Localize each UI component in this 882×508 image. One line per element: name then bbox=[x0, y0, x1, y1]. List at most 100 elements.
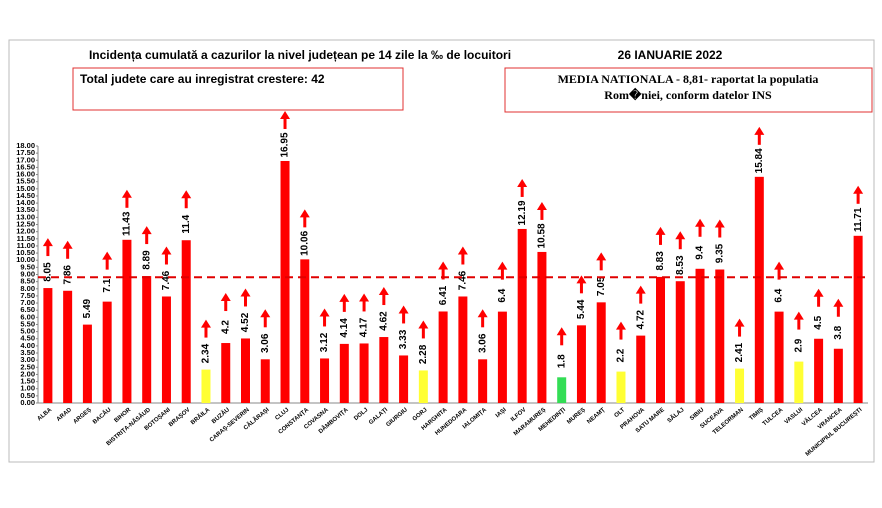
y-tick-label: 0.50 bbox=[20, 391, 35, 400]
value-label: 8.83 bbox=[655, 251, 666, 271]
value-label: 11.43 bbox=[122, 211, 133, 236]
y-tick-label: 5.00 bbox=[20, 327, 35, 336]
y-tick-label: 9.50 bbox=[20, 262, 35, 271]
y-tick-label: 9.00 bbox=[20, 269, 35, 278]
arrow-head bbox=[754, 126, 765, 135]
y-tick-label: 11.50 bbox=[17, 234, 35, 243]
value-label: 6.4 bbox=[497, 288, 508, 302]
y-tick-label: 1.50 bbox=[20, 377, 35, 386]
y-tick-label: 6.50 bbox=[20, 305, 35, 314]
value-label: 3.33 bbox=[398, 329, 409, 349]
value-label: 4.17 bbox=[359, 317, 370, 337]
arrow-head bbox=[556, 327, 567, 336]
y-tick-label: 12.00 bbox=[16, 227, 35, 236]
value-label: 9.4 bbox=[695, 245, 706, 259]
y-tick-label: 10.00 bbox=[16, 255, 35, 264]
arrow-head bbox=[339, 293, 350, 302]
arrow-head bbox=[260, 309, 271, 318]
y-tick-label: 12.50 bbox=[16, 220, 35, 229]
bar bbox=[221, 343, 231, 403]
value-label: 4.2 bbox=[220, 320, 231, 334]
bar bbox=[497, 311, 507, 403]
value-label: 8.05 bbox=[43, 262, 54, 282]
arrow-head bbox=[695, 218, 706, 227]
arrow-head bbox=[576, 275, 587, 284]
y-tick-label: 8.50 bbox=[20, 277, 35, 286]
y-tick-label: 3.50 bbox=[20, 348, 35, 357]
y-tick-label: 17.00 bbox=[16, 155, 35, 164]
arrow-head bbox=[596, 252, 607, 261]
y-tick-label: 2.50 bbox=[20, 362, 35, 371]
y-tick-label: 5.50 bbox=[20, 319, 35, 328]
arrow-head bbox=[635, 285, 646, 294]
bar bbox=[656, 276, 665, 403]
left-box-text: Total judete care au inregistrat crester… bbox=[80, 72, 325, 86]
bar bbox=[339, 343, 349, 403]
bar bbox=[63, 290, 73, 403]
value-label: 2.34 bbox=[201, 343, 212, 363]
bar bbox=[122, 239, 132, 403]
arrow-head bbox=[200, 319, 211, 328]
y-tick-label: 18.00 bbox=[16, 141, 35, 150]
chart-date: 26 IANUARIE 2022 bbox=[618, 48, 723, 62]
value-label: 3.06 bbox=[477, 333, 488, 353]
value-label: 2.28 bbox=[418, 344, 429, 364]
y-tick-label: 17.50 bbox=[16, 148, 35, 157]
bar bbox=[418, 370, 428, 403]
y-tick-label: 0.00 bbox=[20, 398, 35, 407]
y-tick-label: 3.00 bbox=[20, 355, 35, 364]
bar bbox=[576, 325, 586, 403]
arrow-head bbox=[62, 240, 73, 249]
bar bbox=[43, 288, 53, 403]
bar bbox=[596, 302, 606, 403]
value-label: 8.89 bbox=[141, 250, 152, 270]
arrow-head bbox=[240, 288, 251, 297]
value-label: 7.05 bbox=[596, 276, 607, 296]
value-label: 4.72 bbox=[635, 309, 646, 329]
arrow-head bbox=[477, 309, 488, 318]
bar bbox=[774, 311, 784, 403]
bar bbox=[241, 338, 250, 403]
y-tick-label: 7.50 bbox=[20, 291, 35, 300]
bar bbox=[161, 296, 171, 403]
y-tick-label: 7.00 bbox=[20, 298, 35, 307]
arrow-head bbox=[457, 246, 468, 255]
bar bbox=[814, 338, 824, 403]
value-label: 2.41 bbox=[734, 342, 745, 362]
y-tick-label: 13.50 bbox=[16, 205, 35, 214]
y-tick-label: 13.00 bbox=[16, 212, 35, 221]
bar bbox=[142, 276, 152, 403]
arrow-head bbox=[299, 209, 310, 218]
bar bbox=[320, 358, 330, 403]
arrow-head bbox=[536, 201, 547, 210]
arrow-head bbox=[615, 321, 626, 330]
bar bbox=[735, 368, 745, 403]
right-box-line: Rom�niei, conform datelor INS bbox=[604, 87, 772, 102]
arrow-head bbox=[675, 231, 686, 240]
bar bbox=[438, 311, 448, 403]
bar bbox=[557, 377, 567, 403]
value-label: 9.35 bbox=[714, 243, 725, 263]
bar bbox=[102, 301, 112, 403]
bar bbox=[478, 359, 488, 403]
arrow-head bbox=[714, 219, 725, 228]
bar bbox=[616, 371, 626, 403]
y-tick-label: 4.50 bbox=[20, 334, 35, 343]
y-tick-label: 15.00 bbox=[16, 184, 35, 193]
value-label: 7.46 bbox=[458, 270, 469, 290]
bar bbox=[794, 361, 804, 403]
y-tick-label: 2.00 bbox=[20, 369, 35, 378]
y-tick-label: 16.00 bbox=[16, 170, 35, 179]
arrow-head bbox=[102, 251, 113, 260]
y-tick-label: 10.50 bbox=[16, 248, 35, 257]
bar bbox=[201, 369, 211, 403]
value-label: 4.14 bbox=[339, 318, 350, 338]
arrow-head bbox=[734, 318, 745, 327]
arrow-head bbox=[497, 261, 508, 270]
value-label: 7.86 bbox=[62, 265, 73, 285]
arrow-head bbox=[181, 190, 192, 199]
bar bbox=[82, 324, 92, 403]
y-tick-label: 6.00 bbox=[20, 312, 35, 321]
y-tick-label: 1.00 bbox=[20, 384, 35, 393]
